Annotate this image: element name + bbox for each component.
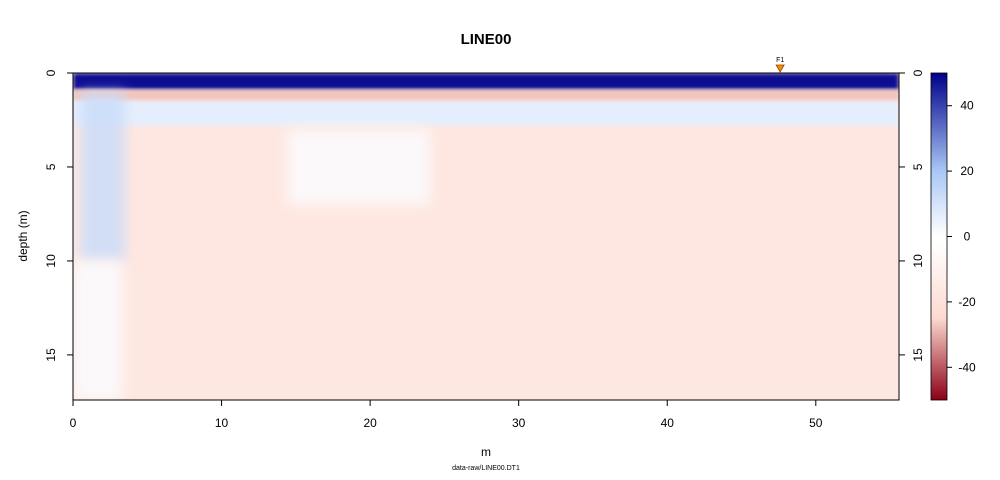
y-axis-label: depth (m) xyxy=(16,210,30,261)
fiducial-triangle-icon xyxy=(775,64,785,73)
radargram-heatmap xyxy=(73,73,899,400)
x-tick-label: 10 xyxy=(215,416,229,430)
y-axis-right: 0 5 10 15 xyxy=(899,69,925,362)
x-tick-label: 50 xyxy=(809,416,823,430)
x-tick-label: 40 xyxy=(661,416,675,430)
heatmap-region xyxy=(73,89,899,102)
colorbar-tick-label: -40 xyxy=(958,360,976,374)
heatmap-background xyxy=(73,73,899,400)
colorbar-tick-label: -20 xyxy=(958,295,976,309)
chart-title: LINE00 xyxy=(461,31,512,48)
heatmap-region xyxy=(73,101,899,126)
x-axis: 0 10 20 30 40 50 xyxy=(70,399,823,430)
fiducial-label: F1 xyxy=(776,57,784,64)
colorbar-tick-label: 20 xyxy=(960,164,974,178)
y-tick-label: 15 xyxy=(44,348,58,362)
source-caption: data-raw/LINE00.DT1 xyxy=(452,465,520,472)
y-tick-label: 10 xyxy=(44,254,58,268)
heatmap-region xyxy=(73,260,123,400)
colorbar-ticks: 40 20 0 -20 -40 xyxy=(947,99,976,374)
colorbar-tick-label: 40 xyxy=(960,99,974,113)
x-tick-label: 0 xyxy=(70,416,77,430)
heatmap-region xyxy=(288,129,430,205)
y-tick-label-right: 5 xyxy=(911,163,925,170)
colorbar xyxy=(930,72,948,401)
y-tick-label-right: 15 xyxy=(911,348,925,362)
y-tick-label-right: 0 xyxy=(911,69,925,76)
colorbar-tick-label: 0 xyxy=(964,230,971,244)
y-tick-label-right: 10 xyxy=(911,254,925,268)
x-axis-label: m xyxy=(481,445,491,459)
heatmap-region xyxy=(73,73,899,90)
y-tick-label: 5 xyxy=(44,163,58,170)
heatmap-region xyxy=(80,91,125,261)
y-axis-left: 0 5 10 15 xyxy=(44,69,73,362)
fiducial-marker: F1 xyxy=(775,57,785,73)
x-tick-label: 30 xyxy=(512,416,526,430)
y-tick-label: 0 xyxy=(44,69,58,76)
x-tick-label: 20 xyxy=(363,416,377,430)
heatmap-regions xyxy=(73,73,899,400)
